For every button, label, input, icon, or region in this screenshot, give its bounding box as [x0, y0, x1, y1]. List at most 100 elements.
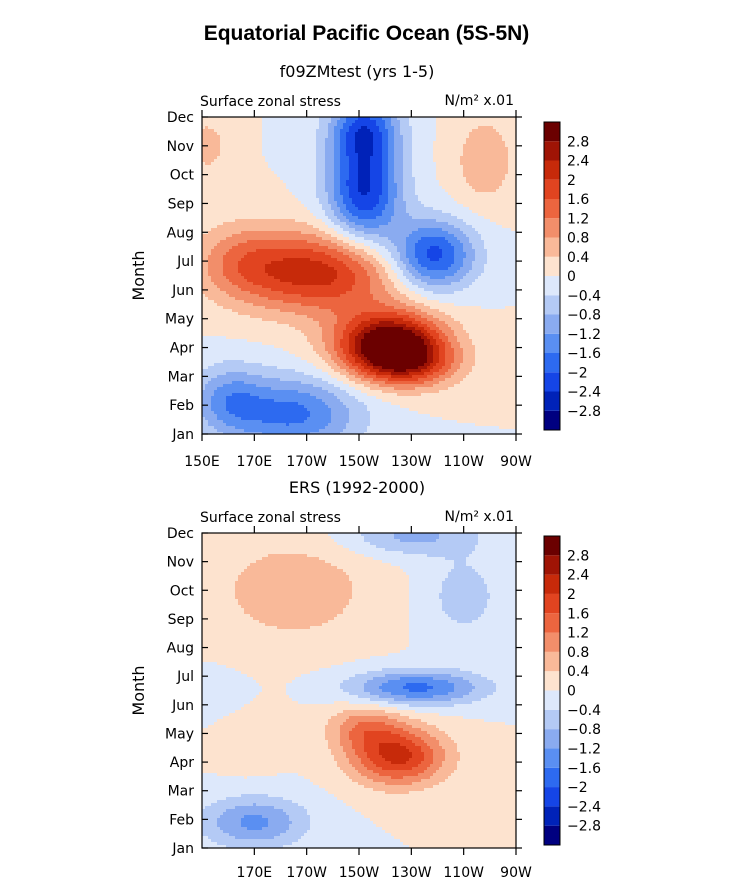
- colorbar-swatch: [544, 391, 560, 411]
- colorbar-label: 2.4: [567, 154, 589, 170]
- colorbar-label: −1.2: [567, 741, 601, 757]
- left-label: Surface zonal stress: [200, 510, 341, 526]
- y-tick-label: Nov: [167, 555, 194, 571]
- y-tick-label: Apr: [170, 755, 194, 771]
- x-tick-label: 150W: [339, 454, 380, 470]
- x-tick-label: 170W: [286, 454, 327, 470]
- x-tick-label: 170W: [286, 865, 327, 881]
- panel-1: f09ZMtest (yrs 1-5) Surface zonal stress N…: [129, 62, 601, 470]
- colorbar-label: 2.4: [567, 568, 589, 584]
- right-label: N/m² x.01: [445, 93, 514, 109]
- colorbar-label: −2: [567, 780, 588, 796]
- main-title: Equatorial Pacific Ocean (5S-5N): [0, 22, 733, 46]
- colorbar-frame: [543, 535, 561, 846]
- colorbar-label: −2.4: [567, 799, 601, 815]
- colorbar: −2.8 −2.4 −2 −1.6 −1.2 −0.8 −0.4 0 0.4 0.8 1.2 1.6 2…: [543, 535, 601, 846]
- colorbar-label: 0: [567, 269, 576, 285]
- colorbar: −2.8 −2.4 −2 −1.6 −1.2 −0.8 −0.4 0 0.4 0.8 1.2 1.6 2…: [543, 121, 601, 431]
- y-tick-label: Jul: [176, 669, 194, 685]
- y-tick-label: Mar: [168, 369, 195, 385]
- colorbar-swatch: [544, 372, 560, 392]
- colorbar-swatch: [544, 276, 560, 296]
- y-tick-label: May: [165, 726, 194, 742]
- colorbar-swatch: [544, 709, 560, 730]
- x-tick-label: 110W: [443, 865, 484, 881]
- y-tick-label: Jun: [171, 283, 194, 299]
- colorbar-swatch: [544, 199, 560, 219]
- colorbar-swatch: [544, 237, 560, 257]
- y-tick-label: Jul: [176, 254, 194, 270]
- colorbar-swatch: [544, 593, 560, 614]
- colorbar-frame: [543, 121, 561, 431]
- colorbar-label: 2: [567, 587, 576, 603]
- colorbar-swatch: [544, 748, 560, 768]
- colorbar-swatch: [544, 122, 560, 142]
- panel-2: ERS (1992-2000) Surface zonal stress N/m² …: [129, 478, 601, 881]
- colorbar-label: −2.8: [567, 404, 601, 420]
- colorbar-swatch: [544, 314, 560, 334]
- colorbar-label: 0.4: [567, 664, 589, 680]
- colorbar-label: 0: [567, 684, 576, 700]
- colorbar-label: 2.8: [567, 134, 589, 150]
- x-tick-label: 150W: [339, 865, 380, 881]
- colorbar-label: −2: [567, 365, 588, 381]
- colorbar-swatch: [544, 729, 560, 749]
- colorbar-label: −1.6: [567, 761, 601, 777]
- colorbar-label: 2: [567, 173, 576, 189]
- colorbar-label: −0.8: [567, 308, 601, 324]
- y-tick-label: Sep: [168, 612, 195, 628]
- x-tick-label: 130W: [391, 865, 432, 881]
- colorbar-label: −0.4: [567, 703, 601, 719]
- y-tick-label: Dec: [167, 110, 194, 126]
- colorbar-label: 0.4: [567, 250, 589, 266]
- colorbar-swatch: [544, 353, 560, 373]
- colorbar-swatch: [544, 179, 560, 199]
- y-tick-label: Oct: [170, 583, 195, 599]
- colorbar-swatch: [544, 690, 560, 710]
- panel-title: f09ZMtest (yrs 1-5): [280, 62, 435, 81]
- colorbar-swatch: [544, 613, 560, 633]
- colorbar-label: −1.6: [567, 346, 601, 362]
- y-axis-label: Month: [129, 250, 148, 300]
- colorbar-swatch: [544, 555, 560, 575]
- y-tick-label: Dec: [167, 526, 194, 542]
- y-tick-label: Jan: [171, 427, 194, 443]
- colorbar-swatch: [544, 767, 560, 788]
- y-axis-label: Month: [129, 665, 148, 715]
- y-tick-label: Sep: [168, 196, 195, 212]
- colorbar-swatch: [544, 806, 560, 826]
- right-label: N/m² x.01: [445, 509, 514, 525]
- y-tick-label: Mar: [168, 784, 195, 800]
- y-tick-label: Aug: [167, 225, 194, 241]
- colorbar-label: 1.2: [567, 626, 589, 642]
- colorbar-label: 0.8: [567, 645, 589, 661]
- y-tick-label: May: [165, 312, 194, 328]
- y-tick-label: Nov: [167, 139, 194, 155]
- colorbar-label: −0.4: [567, 288, 601, 304]
- colorbar-swatch: [544, 333, 560, 353]
- colorbar-label: −0.8: [567, 722, 601, 738]
- colorbar-swatch: [544, 218, 560, 238]
- colorbar-label: −2.8: [567, 819, 601, 835]
- x-tick-label: 150E: [184, 454, 220, 470]
- colorbar-label: −1.2: [567, 327, 601, 343]
- x-tick-label: 90W: [500, 454, 532, 470]
- colorbar-label: 1.2: [567, 211, 589, 227]
- colorbar-label: 0.8: [567, 231, 589, 247]
- y-tick-label: Oct: [170, 168, 195, 184]
- colorbar-swatch: [544, 787, 560, 807]
- x-tick-label: 90W: [500, 865, 532, 881]
- colorbar-swatch: [544, 651, 560, 672]
- colorbar-swatch: [544, 825, 560, 845]
- colorbar-swatch: [544, 295, 560, 315]
- colorbar-swatch: [544, 160, 560, 180]
- x-tick-label: 130W: [391, 454, 432, 470]
- colorbar-swatch: [544, 536, 560, 556]
- colorbar-swatch: [544, 574, 560, 594]
- y-tick-label: Jun: [171, 698, 194, 714]
- colorbar-label: 1.6: [567, 192, 589, 208]
- contour-field: [202, 533, 516, 848]
- colorbar-swatch: [544, 410, 560, 430]
